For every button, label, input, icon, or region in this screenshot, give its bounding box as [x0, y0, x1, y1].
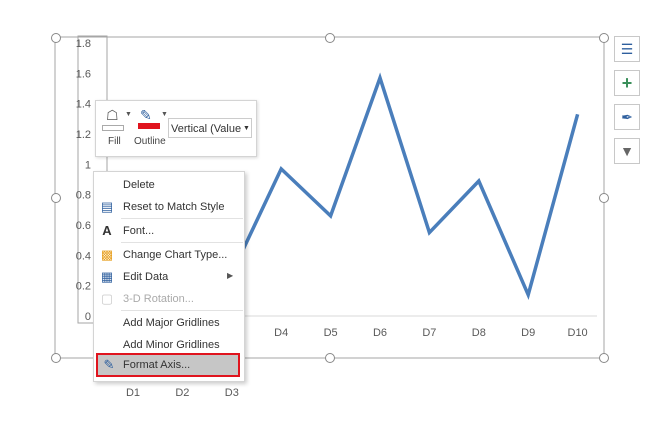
plus-icon: +	[621, 72, 633, 93]
chart-resize-handle[interactable]	[51, 33, 61, 43]
filter-icon: ▼	[620, 143, 634, 159]
chart-type-icon: ▩	[100, 247, 114, 262]
y-tick-label: 0.8	[76, 190, 91, 202]
menu-item-format-axis[interactable]: ✎ Format Axis...	[96, 353, 240, 377]
y-tick-label: 0.2	[76, 281, 91, 293]
chart-element-select[interactable]: Vertical (Value) ▼	[168, 118, 252, 138]
menu-item-label: Add Minor Gridlines	[123, 339, 220, 351]
y-tick-label: 0.4	[76, 250, 91, 262]
x-tick-label: D7	[422, 327, 436, 339]
mini-toolbar: ☖ ▼ ✎ ▼ Fill Outline Vertical (Value) ▼	[95, 100, 257, 157]
3d-rotation-icon: ▢	[100, 291, 114, 306]
menu-item-delete[interactable]: Delete	[94, 174, 244, 196]
fill-label: Fill	[108, 136, 121, 147]
x-tick-label: D2	[175, 387, 189, 399]
menu-item-label: Edit Data	[123, 271, 169, 283]
outline-button[interactable]: ✎ ▼	[136, 107, 168, 131]
y-tick-label: 1	[85, 159, 91, 171]
menu-item-add-major-gridlines[interactable]: Add Major Gridlines	[94, 312, 244, 334]
x-tick-label: D5	[324, 327, 338, 339]
pen-icon: ✎	[140, 107, 152, 123]
y-tick-label: 1.2	[76, 129, 91, 141]
y-tick-label: 0.6	[76, 220, 91, 232]
context-menu: Delete ▤ Reset to Match Style A Font... ▩ C…	[93, 171, 245, 382]
menu-item-label: Format Axis...	[123, 359, 191, 371]
menu-item-label: Font...	[123, 225, 155, 237]
x-tick-label: D3	[225, 387, 239, 399]
y-tick-label: 1.8	[76, 38, 91, 50]
x-tick-label: D6	[373, 327, 387, 339]
menu-item-add-minor-gridlines[interactable]: Add Minor Gridlines	[94, 334, 244, 356]
chart-resize-handle[interactable]	[599, 33, 609, 43]
chevron-down-icon: ▼	[125, 111, 132, 118]
menu-item-change-chart-type[interactable]: ▩ Change Chart Type...	[94, 244, 244, 266]
x-tick-label: D4	[274, 327, 288, 339]
chevron-down-icon: ▼	[161, 111, 168, 118]
chart-element-select-value: Vertical (Value)	[171, 123, 241, 135]
font-icon: A	[102, 223, 112, 238]
submenu-arrow-icon: ▶	[227, 271, 234, 280]
menu-item-label: Delete	[123, 179, 155, 191]
chart-resize-handle[interactable]	[51, 193, 61, 203]
chart-resize-handle[interactable]	[51, 353, 61, 363]
chart-styles-button[interactable]: ✒	[614, 104, 640, 130]
chart-resize-handle[interactable]	[325, 33, 335, 43]
menu-item-font[interactable]: A Font...	[94, 220, 244, 242]
x-tick-label: D9	[521, 327, 535, 339]
menu-separator	[121, 310, 243, 311]
paint-bucket-icon: ☖	[106, 107, 119, 123]
x-tick-label: D1	[126, 387, 140, 399]
chevron-down-icon: ▼	[243, 125, 250, 132]
outline-color-swatch	[138, 123, 160, 129]
chart-resize-handle[interactable]	[599, 193, 609, 203]
x-tick-label: D10	[568, 327, 588, 339]
chart-elements-button[interactable]: +	[614, 70, 640, 96]
menu-item-3d-rotation: ▢ 3-D Rotation...	[94, 288, 244, 310]
menu-item-label: Change Chart Type...	[123, 249, 228, 261]
reset-style-icon: ▤	[100, 199, 114, 214]
y-tick-label: 1.4	[76, 99, 91, 111]
brush-icon: ✒	[621, 108, 633, 125]
chart-layout-button[interactable]: ☰	[614, 36, 640, 62]
menu-item-label: 3-D Rotation...	[123, 293, 194, 305]
series-line[interactable]	[230, 72, 580, 301]
fill-button[interactable]: ☖ ▼	[102, 107, 132, 131]
format-axis-icon: ✎	[103, 357, 115, 372]
outline-label: Outline	[134, 136, 166, 147]
chart-resize-handle[interactable]	[599, 353, 609, 363]
fill-color-swatch	[102, 125, 124, 131]
menu-item-label: Reset to Match Style	[123, 201, 225, 213]
chart-resize-handle[interactable]	[325, 353, 335, 363]
menu-separator	[121, 242, 243, 243]
chart-filter-button[interactable]: ▼	[614, 138, 640, 164]
menu-item-reset-to-match-style[interactable]: ▤ Reset to Match Style	[94, 196, 244, 218]
menu-item-edit-data[interactable]: ▦ Edit Data ▶	[94, 266, 244, 288]
y-tick-label: 1.6	[76, 68, 91, 80]
edit-data-icon: ▦	[100, 269, 114, 284]
chart-layout-icon: ☰	[620, 40, 634, 57]
menu-separator	[121, 218, 243, 219]
x-tick-label: D8	[472, 327, 486, 339]
menu-item-label: Add Major Gridlines	[123, 317, 220, 329]
y-tick-label: 0	[85, 311, 91, 323]
